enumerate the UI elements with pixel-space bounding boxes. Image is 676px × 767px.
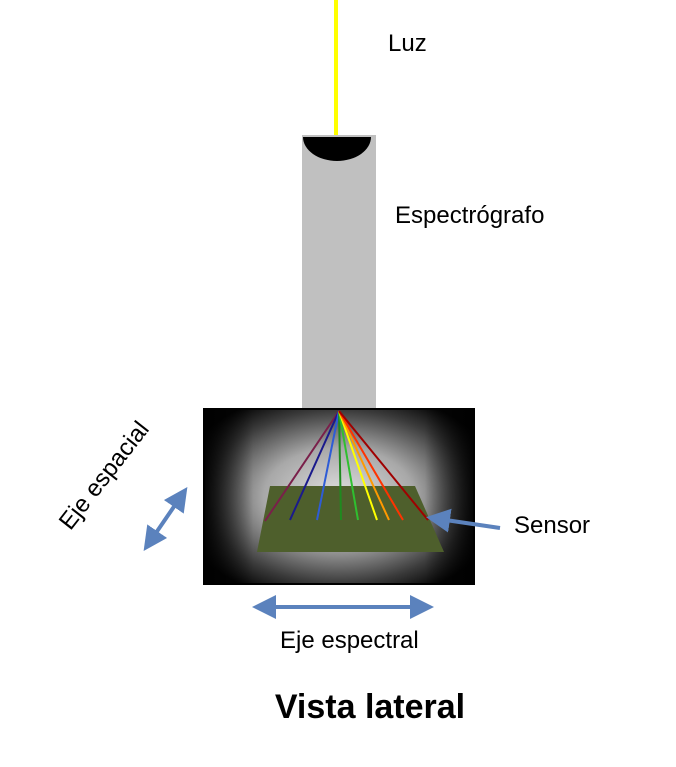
spectrograph-label: Espectrógrafo (395, 202, 545, 229)
spatial-axis-arrow (143, 487, 188, 551)
light-label: Luz (388, 30, 427, 57)
dispersed-rays (264, 410, 429, 522)
lens (303, 137, 371, 161)
ray-7 (338, 410, 390, 521)
ray-5 (338, 410, 359, 521)
view-title: Vista lateral (274, 688, 466, 726)
ray-3 (316, 410, 340, 521)
sensor-pointer-arrow (426, 508, 501, 533)
ray-9 (338, 410, 429, 521)
ray-2 (289, 410, 340, 521)
ray-4 (338, 410, 342, 521)
ray-1 (264, 410, 340, 522)
ray-8 (338, 410, 404, 521)
sensor-plate (257, 486, 444, 552)
ray-6 (338, 410, 378, 521)
sensor-label: Sensor (514, 512, 591, 539)
spectral-axis-label: Eje espectral (280, 627, 419, 654)
spectrograph-body (302, 135, 376, 415)
